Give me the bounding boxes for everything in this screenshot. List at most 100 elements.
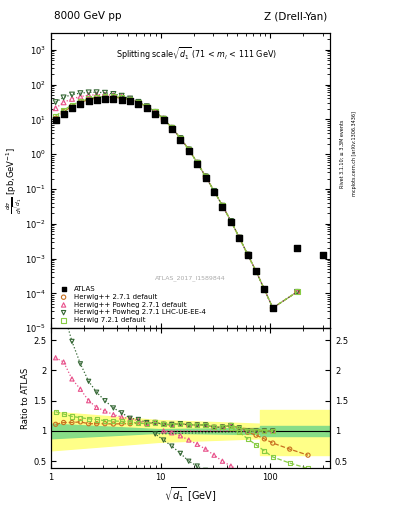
Herwig++ Powheg 2.7.1 default xyxy=(185,145,192,154)
Point xyxy=(219,423,226,431)
Herwig 7.2.1 default xyxy=(94,93,100,101)
Point xyxy=(160,420,167,429)
X-axis label: $\sqrt{d_{1}}$ [GeV]: $\sqrt{d_{1}}$ [GeV] xyxy=(164,485,217,504)
ATLAS xyxy=(185,147,192,155)
Point xyxy=(270,439,276,447)
Point xyxy=(185,421,192,429)
Point xyxy=(110,404,117,412)
Point xyxy=(110,411,117,419)
Point xyxy=(127,415,133,423)
Point xyxy=(194,462,200,470)
Point xyxy=(119,417,125,425)
Herwig++ Powheg 2.7.1 LHC-UE-EE-4 xyxy=(160,115,167,123)
Point xyxy=(94,388,100,396)
Point xyxy=(53,354,59,362)
Point xyxy=(143,420,150,428)
Point xyxy=(102,407,108,415)
Herwig++ 2.7.1 default xyxy=(236,233,242,242)
ATLAS xyxy=(110,95,117,103)
Herwig 7.2.1 default xyxy=(143,102,150,111)
Point xyxy=(185,457,192,465)
Point xyxy=(160,420,167,429)
Point xyxy=(261,427,268,435)
Point xyxy=(228,421,234,430)
Herwig++ Powheg 2.7.1 default xyxy=(69,95,75,103)
Point xyxy=(110,417,117,425)
ATLAS xyxy=(94,96,100,104)
Point xyxy=(177,420,184,428)
Herwig++ Powheg 2.7.1 default xyxy=(261,285,268,293)
Point xyxy=(244,427,251,435)
Point xyxy=(253,427,259,435)
Herwig++ Powheg 2.7.1 default xyxy=(253,267,259,275)
Point xyxy=(94,420,100,428)
ATLAS xyxy=(127,97,133,105)
Herwig 7.2.1 default xyxy=(294,288,300,296)
Point xyxy=(160,420,167,429)
Point xyxy=(236,424,242,432)
Point xyxy=(61,410,67,418)
Point xyxy=(202,421,209,429)
Point xyxy=(211,423,217,432)
Herwig 7.2.1 default xyxy=(169,124,175,132)
Point xyxy=(177,420,184,428)
Herwig++ 2.7.1 default xyxy=(244,250,251,259)
Herwig++ 2.7.1 default xyxy=(127,96,133,104)
Herwig++ Powheg 2.7.1 default xyxy=(61,98,67,106)
Point xyxy=(143,420,150,428)
Point xyxy=(228,421,234,430)
Point xyxy=(86,377,92,386)
Point xyxy=(244,471,251,479)
Text: mcplots.cern.ch [arXiv:1306.3436]: mcplots.cern.ch [arXiv:1306.3436] xyxy=(352,111,357,196)
Point xyxy=(244,427,251,435)
Point xyxy=(253,427,259,435)
ATLAS xyxy=(236,234,242,243)
Point xyxy=(152,418,158,426)
Herwig++ Powheg 2.7.1 default xyxy=(202,173,209,181)
Point xyxy=(127,418,133,426)
Point xyxy=(244,435,251,443)
Herwig++ 2.7.1 default xyxy=(194,159,200,167)
Point xyxy=(177,449,184,457)
ATLAS xyxy=(211,188,217,196)
ATLAS xyxy=(294,244,300,252)
Text: Rivet 3.1.10; ≥ 3.3M events: Rivet 3.1.10; ≥ 3.3M events xyxy=(340,119,345,188)
Herwig++ Powheg 2.7.1 LHC-UE-EE-4 xyxy=(86,88,92,96)
Herwig 7.2.1 default xyxy=(53,112,59,120)
Herwig++ Powheg 2.7.1 default xyxy=(110,91,117,99)
Herwig++ Powheg 2.7.1 LHC-UE-EE-4 xyxy=(169,124,175,132)
Herwig++ 2.7.1 default xyxy=(152,108,158,116)
Herwig++ 2.7.1 default xyxy=(219,202,226,210)
Herwig++ Powheg 2.7.1 LHC-UE-EE-4 xyxy=(194,159,200,167)
ATLAS xyxy=(228,218,234,226)
Legend: ATLAS, Herwig++ 2.7.1 default, Herwig++ Powheg 2.7.1 default, Herwig++ Powheg 2.: ATLAS, Herwig++ 2.7.1 default, Herwig++ … xyxy=(55,285,207,325)
Herwig++ Powheg 2.7.1 LHC-UE-EE-4 xyxy=(261,285,268,293)
Herwig++ Powheg 2.7.1 default xyxy=(270,304,276,312)
ATLAS xyxy=(202,174,209,182)
Herwig++ Powheg 2.7.1 default xyxy=(94,91,100,99)
Herwig++ Powheg 2.7.1 LHC-UE-EE-4 xyxy=(61,93,67,101)
Point xyxy=(194,421,200,429)
ATLAS xyxy=(194,160,200,168)
ATLAS xyxy=(261,285,268,293)
ATLAS xyxy=(61,110,67,118)
Point xyxy=(143,418,150,426)
Herwig 7.2.1 default xyxy=(119,93,125,101)
Point xyxy=(202,445,209,453)
Herwig 7.2.1 default xyxy=(110,93,117,101)
Herwig++ 2.7.1 default xyxy=(77,98,84,106)
Herwig 7.2.1 default xyxy=(77,97,84,105)
Point xyxy=(270,453,276,461)
Point xyxy=(152,418,158,426)
Point xyxy=(305,451,311,459)
Point xyxy=(185,421,192,429)
Point xyxy=(253,427,259,435)
Herwig++ Powheg 2.7.1 default xyxy=(77,93,84,101)
Point xyxy=(219,423,226,431)
Herwig 7.2.1 default xyxy=(228,217,234,225)
Point xyxy=(286,445,293,453)
Herwig++ 2.7.1 default xyxy=(143,102,150,111)
Herwig++ Powheg 2.7.1 default xyxy=(244,250,251,259)
Point xyxy=(102,397,108,405)
Herwig 7.2.1 default xyxy=(185,145,192,154)
